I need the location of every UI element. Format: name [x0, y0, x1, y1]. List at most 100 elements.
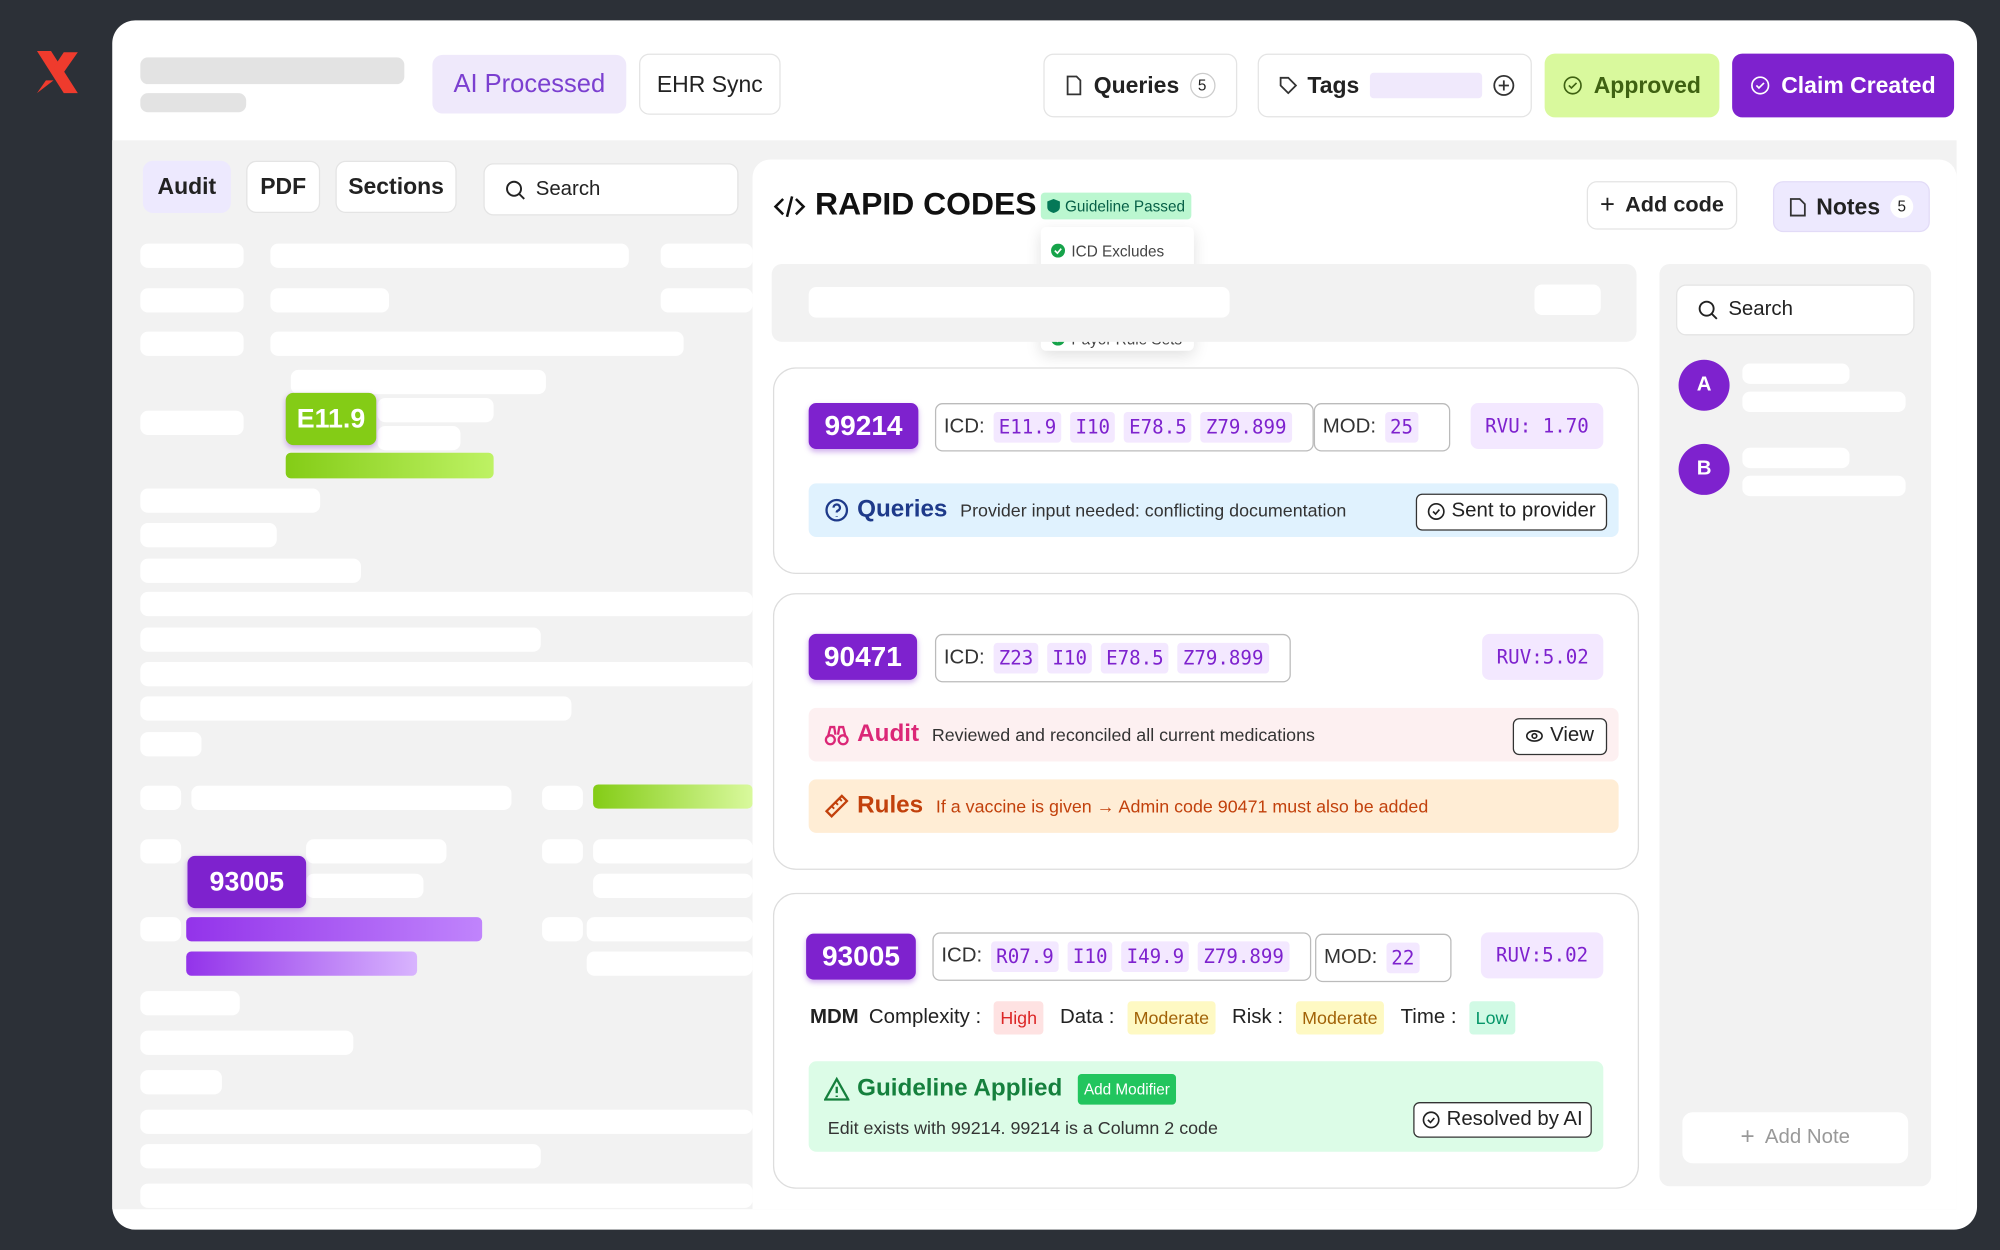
guideline-header: Guideline Applied Add Modifier	[823, 1073, 1177, 1105]
skeleton-line	[140, 917, 182, 942]
rvu-badge: RVU: 1.70	[1470, 403, 1604, 449]
skeleton-line	[140, 1144, 541, 1169]
skeleton-line	[290, 369, 546, 395]
icon	[1067, 75, 1082, 96]
add-modifier-badge[interactable]: Add Modifier	[1077, 1073, 1177, 1105]
icd-box: ICD: E11.9 I10 E78.5 Z79.899	[934, 403, 1314, 452]
icon	[1789, 197, 1806, 216]
view-button[interactable]: View	[1512, 717, 1608, 755]
doc-code-highlight: 93005	[187, 855, 307, 909]
icd-chip: R07.9	[991, 941, 1059, 972]
pdf-tab[interactable]: PDF	[246, 160, 321, 214]
rvu-badge: RUV:5.02	[1482, 633, 1604, 680]
check-label: ICD Excludes	[1071, 241, 1165, 260]
audit-tab[interactable]: Audit	[142, 160, 231, 214]
guideline-passed-badge[interactable]: Guideline Passed	[1040, 192, 1192, 220]
skeleton-line	[140, 1030, 354, 1055]
icd-chip: I10	[1067, 941, 1113, 972]
skeleton-line	[140, 591, 753, 617]
mdm-item-label: Time :	[1400, 1006, 1457, 1029]
audit-title: Audit	[857, 720, 920, 748]
skeleton-line	[306, 839, 447, 864]
skeleton-line	[586, 917, 753, 942]
skeleton-line	[140, 558, 361, 583]
sent-to-provider-button[interactable]: Sent to provider	[1415, 492, 1608, 530]
mdm-level: Low	[1469, 1001, 1515, 1035]
mdm-level: Moderate	[1295, 1001, 1384, 1035]
guideline-section: Guideline Applied Add Modifier Edit exists…	[808, 1061, 1604, 1152]
highlight-bar	[186, 917, 483, 942]
mdm-level: Moderate	[1127, 1001, 1216, 1035]
icd-chip: Z79.899	[1198, 941, 1290, 972]
icon	[1279, 76, 1298, 95]
skeleton-line	[140, 288, 244, 313]
skeleton-line	[191, 785, 512, 810]
icon	[1047, 198, 1060, 214]
resolved-by-ai-button[interactable]: Resolved by AI	[1413, 1102, 1592, 1138]
skeleton-line	[593, 873, 753, 898]
cpt-code: 93005	[806, 933, 916, 980]
skeleton-line	[586, 951, 753, 976]
icd-chip: E11.9	[993, 411, 1062, 443]
mod-chip: 25	[1384, 411, 1419, 443]
left-search[interactable]: Search	[483, 163, 739, 216]
label: Queries	[1093, 72, 1180, 98]
section-icon	[824, 725, 849, 746]
skeleton-line	[660, 243, 753, 268]
tags-button[interactable]: Tags	[1257, 53, 1532, 118]
notes-button[interactable]: Notes 5	[1772, 181, 1930, 233]
label: Add code	[1625, 192, 1724, 217]
icd-chip: Z23	[993, 642, 1039, 674]
skeleton-line	[542, 917, 583, 942]
add-code-button[interactable]: + Add code	[1586, 181, 1738, 230]
skeleton-line	[140, 785, 182, 810]
skeleton-line	[270, 331, 684, 356]
count: 5	[1189, 72, 1215, 99]
ehr-sync-tab[interactable]: EHR Sync	[639, 53, 781, 115]
code-card: 90471 ICD: Z23 I10 E78.5 Z79.899 RUV:5.02 Audit…	[772, 593, 1640, 870]
ai-processed-tab[interactable]: AI Processed	[432, 54, 627, 114]
skeleton-line	[140, 243, 244, 268]
icon	[1751, 76, 1770, 95]
skeleton-line	[140, 1183, 753, 1208]
skeleton-line	[140, 696, 572, 721]
skeleton-line	[140, 488, 321, 513]
skeleton-line	[660, 288, 753, 313]
guideline-title: Guideline Applied	[857, 1075, 1063, 1103]
audit-section: Audit Reviewed and reconciled all current…	[808, 707, 1619, 762]
query-title: Queries	[857, 496, 948, 523]
count: 5	[1890, 195, 1914, 219]
sections-tab[interactable]: Sections	[335, 160, 457, 214]
mod-label: MOD:	[1322, 415, 1376, 438]
icd-chip: Z79.899	[1177, 642, 1269, 674]
notes-search[interactable]: Search	[1676, 284, 1915, 336]
skeleton-line	[140, 1109, 753, 1134]
mdm-item-label: Complexity :	[868, 1006, 982, 1029]
icd-chip: Z79.899	[1200, 411, 1292, 443]
notes-panel: Search A B + Add Note	[1659, 264, 1932, 1187]
icd-chip: I49.9	[1121, 941, 1190, 972]
label: Add Note	[1764, 1126, 1851, 1148]
skeleton-line	[140, 991, 240, 1016]
claim-created-button[interactable]: Claim Created	[1732, 53, 1955, 118]
mdm-level: High	[993, 1001, 1044, 1035]
skeleton-line	[270, 243, 629, 268]
query-text: Provider input needed: conflicting docum…	[960, 499, 1347, 521]
queries-button[interactable]: Queries 5	[1043, 53, 1238, 118]
add-note-button[interactable]: + Add Note	[1682, 1112, 1909, 1164]
label: Search	[535, 177, 601, 200]
mod-box: MOD: 25	[1313, 403, 1451, 452]
avatar: A	[1678, 359, 1730, 411]
approved-button[interactable]: Approved	[1544, 53, 1720, 118]
avatar: B	[1678, 443, 1730, 495]
code-card: 99214 ICD: E11.9 I10 E78.5 Z79.899 MOD: 25 RVU: …	[772, 367, 1640, 574]
icon	[1698, 300, 1718, 320]
icd-chip: I10	[1070, 411, 1116, 443]
cpt-code: 99214	[808, 403, 919, 449]
skeleton-line	[140, 522, 277, 548]
skeleton-line	[377, 426, 461, 451]
highlight-bar	[593, 784, 753, 809]
icd-box: ICD: Z23 I10 E78.5 Z79.899	[934, 633, 1291, 683]
